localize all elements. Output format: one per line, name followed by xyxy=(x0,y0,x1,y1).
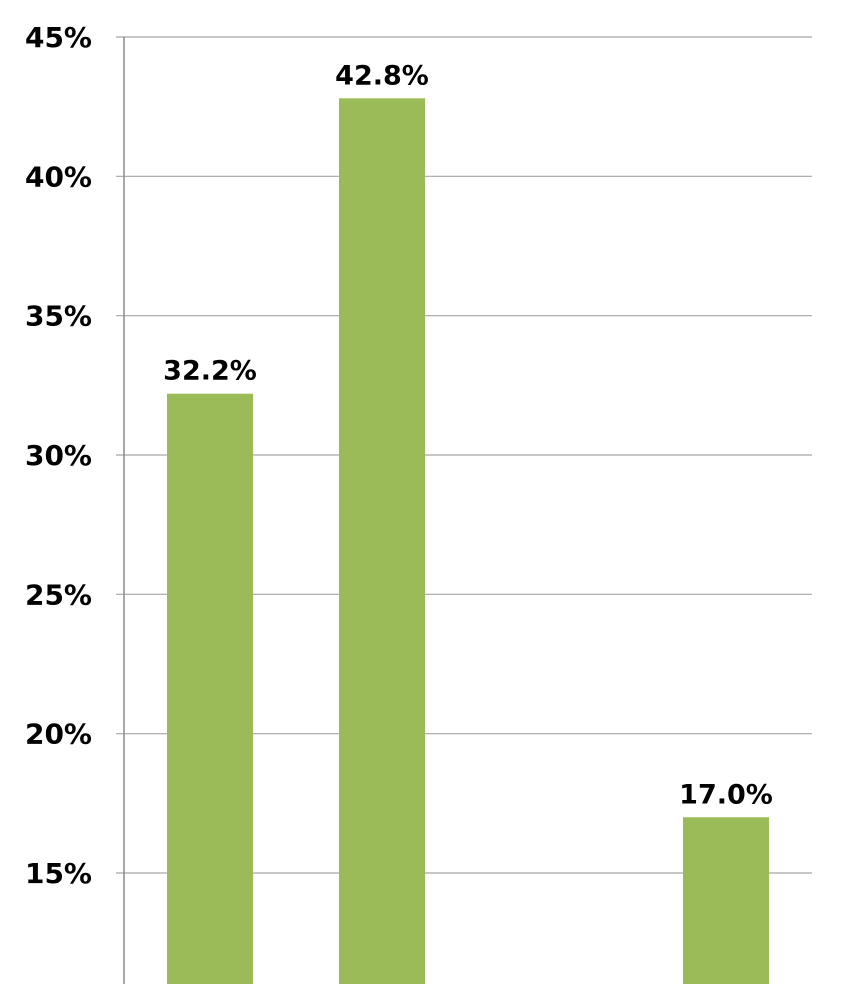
y-axis: 15% 20% 25% 30% 35% 40% 45% xyxy=(25,21,125,984)
bar xyxy=(167,393,253,984)
bar xyxy=(683,817,769,984)
data-labels: 32.2% 42.8% 17.0% xyxy=(163,60,773,810)
y-tick-label: 15% xyxy=(25,857,92,890)
y-tick-label: 25% xyxy=(25,578,92,611)
bar-data-label: 32.2% xyxy=(163,356,257,387)
bar-data-label: 42.8% xyxy=(335,60,429,91)
bar-data-label: 17.0% xyxy=(679,779,773,810)
y-tick-label: 30% xyxy=(25,439,92,472)
bar xyxy=(339,98,425,984)
y-tick-label: 35% xyxy=(25,300,92,333)
y-tick-label: 45% xyxy=(25,21,92,54)
y-tick-label: 20% xyxy=(25,718,92,751)
y-tick-label: 40% xyxy=(25,160,92,193)
bars xyxy=(167,98,769,984)
